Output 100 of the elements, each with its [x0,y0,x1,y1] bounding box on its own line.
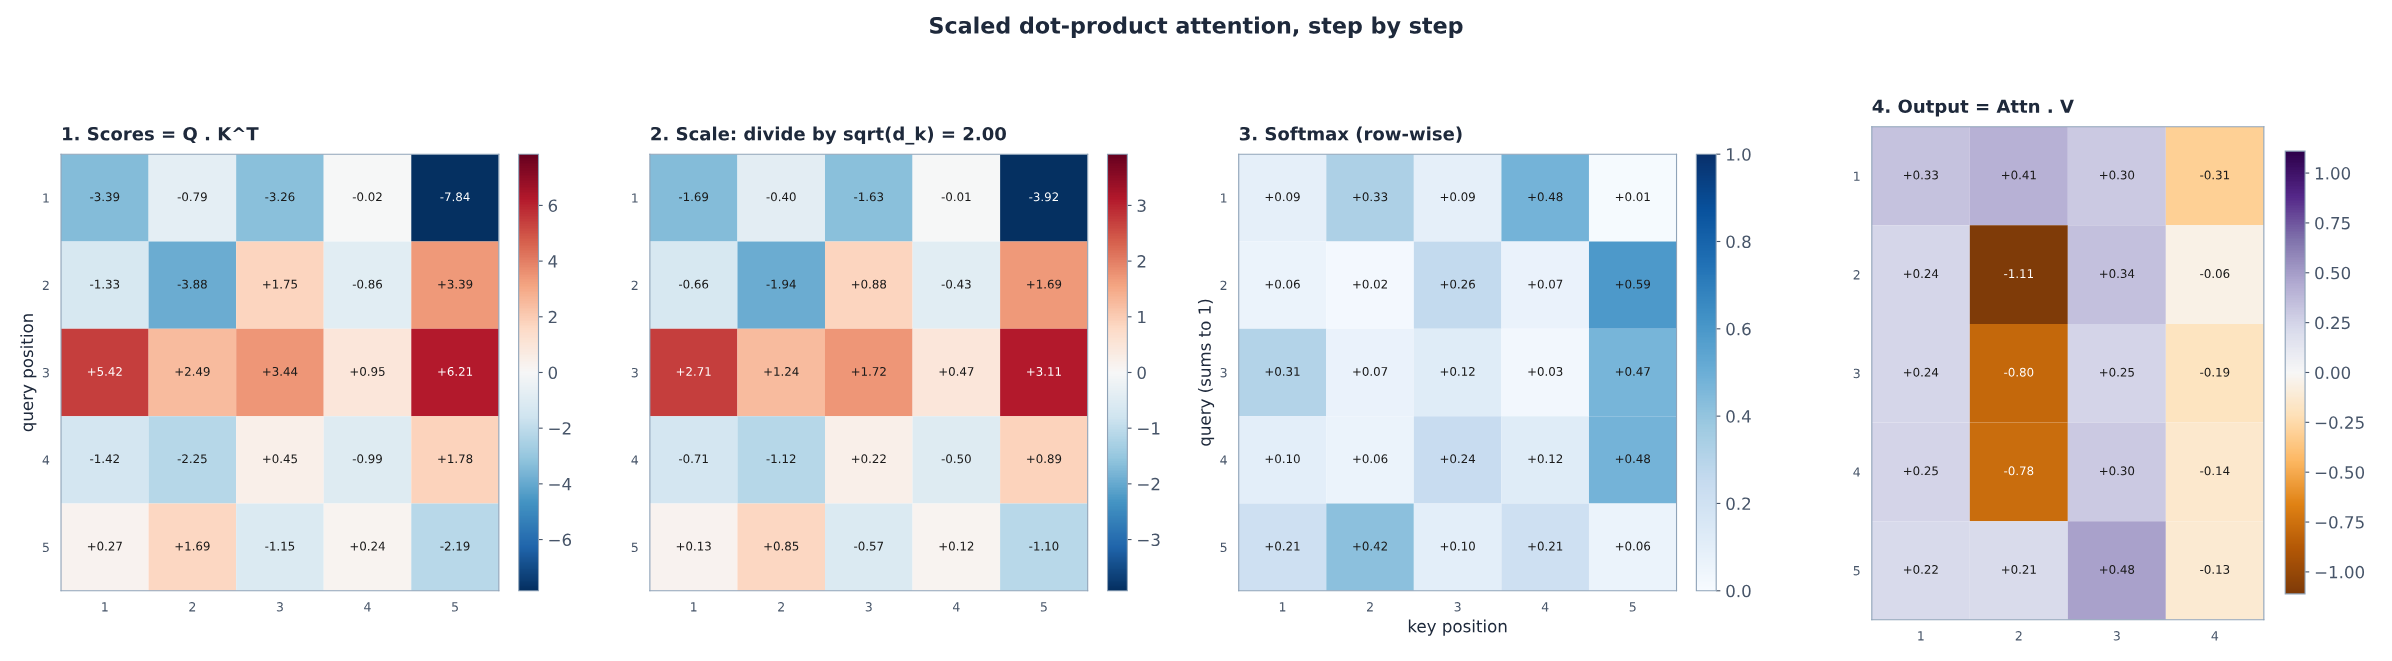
data-label: -3.92 [1029,192,1058,202]
data-label: -0.50 [941,454,971,464]
x-tick-label: 4 [364,602,371,612]
data-label: +6.21 [438,366,473,376]
y-tick-label: 2 [42,280,49,290]
chart-title: 2. Scale: divide by sqrt(d_k) = 2.00 [651,126,1006,145]
data-label: -3.88 [177,279,207,289]
x-tick-label: 4 [2211,631,2219,641]
color-bar-label: 4 [548,255,558,268]
data-label: +0.26 [1440,279,1475,289]
color-bar-label: −1 [1138,422,1160,435]
data-label: -0.02 [352,192,382,202]
data-label: +0.48 [2100,564,2135,574]
data-label: +0.30 [2100,170,2135,180]
color-bar-label: 0.0 [1726,584,1751,598]
data-label: +0.07 [1528,279,1563,289]
data-label: +0.59 [1615,279,1651,289]
y-tick-label: 3 [631,367,638,378]
data-label: +0.12 [1440,366,1475,376]
data-label: -1.11 [2004,269,2034,278]
y-tick-label: 2 [1853,270,1860,280]
y-tick-label: 1 [1854,171,1860,181]
x-tick-label: 2 [189,602,196,612]
x-tick-label: 2 [1367,602,1373,612]
data-label: +0.21 [1265,541,1300,551]
y-tick-label: 5 [1220,542,1227,553]
y-tick-label: 2 [631,280,638,290]
data-label: -1.10 [1029,541,1059,551]
y-axis-title: query position [20,314,37,432]
data-label: +1.24 [764,366,799,376]
x-tick-label: 1 [1279,602,1286,612]
data-label: +0.12 [939,541,974,551]
data-label: +1.69 [1027,279,1062,289]
data-label: +0.25 [2100,367,2134,377]
data-label: +0.06 [1615,541,1651,551]
data-label: +0.85 [764,541,799,551]
data-label: +0.47 [939,366,974,376]
data-label: +0.25 [1903,466,1938,476]
data-label: +3.44 [263,366,298,376]
y-tick-label: 1 [43,193,49,203]
data-label: -0.57 [854,541,884,551]
data-label: -0.19 [2200,367,2230,377]
x-tick-label: 3 [865,602,872,612]
data-label: -3.39 [90,192,120,202]
y-tick-label: 1 [632,193,638,203]
data-label: +0.95 [350,366,385,376]
x-tick-label: 3 [2113,631,2120,641]
color-bar-label: 0.25 [2315,316,2350,330]
color-bar-label: 0 [548,366,558,380]
x-tick-label: 4 [952,602,960,612]
x-tick-label: 3 [276,602,283,612]
color-bar-label: −1.00 [2315,565,2365,579]
data-label: +0.01 [1615,192,1650,202]
data-label: +0.13 [676,541,711,551]
x-axis-title: key position [1408,619,1507,636]
color-bar-label: 6 [548,199,558,212]
data-label: +0.45 [263,454,297,464]
data-label: +0.12 [1528,454,1563,464]
data-label: -2.25 [177,454,207,464]
data-label: +0.24 [1440,454,1476,464]
data-label: +0.21 [1528,541,1563,551]
data-label: +1.69 [175,541,210,551]
data-label: -1.63 [854,192,884,202]
data-label: +2.49 [175,366,210,376]
color-bar-label: −2 [549,422,571,435]
y-tick-label: 3 [1220,367,1227,378]
data-label: -0.86 [352,279,383,289]
data-label: -0.71 [678,454,708,464]
data-label: -0.40 [766,192,796,202]
data-label: +0.48 [1528,192,1563,202]
color-bar-label: −0.25 [2315,416,2364,429]
data-label: +2.71 [676,366,711,376]
color-bar-label: 0.75 [2315,216,2350,230]
data-label: +0.03 [1528,366,1563,376]
color-bar-label: 0.00 [2315,366,2351,380]
data-label: +0.33 [1903,170,1938,180]
data-label: +0.09 [1265,192,1300,202]
data-label: +1.72 [851,366,886,376]
color-bar-label: 0.4 [1726,410,1751,423]
data-label: -1.94 [766,279,796,289]
data-label: +0.30 [2100,466,2135,476]
data-label: -1.42 [90,454,119,464]
data-label: +0.21 [2001,564,2036,574]
data-label: +0.22 [851,454,886,464]
data-label: +0.42 [1353,541,1387,551]
color-bar-label: 0 [1137,366,1146,380]
color-bar-label: 1.00 [2315,167,2351,180]
x-tick-label: 1 [1918,631,1924,641]
color-bar-label: 0.2 [1726,497,1751,511]
data-label: -0.06 [2200,269,2230,279]
data-label: +0.89 [1027,454,1062,464]
data-label: +0.24 [1903,367,1939,377]
chart-title: 4. Output = Attn . V [1872,99,2074,117]
data-label: +0.10 [1265,454,1300,464]
color-bar-label: −6 [549,533,572,547]
data-label: -1.12 [766,454,796,464]
y-tick-label: 4 [631,455,639,465]
y-tick-label: 4 [1853,467,1860,477]
color-bar-label: 0.6 [1726,322,1751,336]
data-label: +0.07 [1353,366,1388,376]
